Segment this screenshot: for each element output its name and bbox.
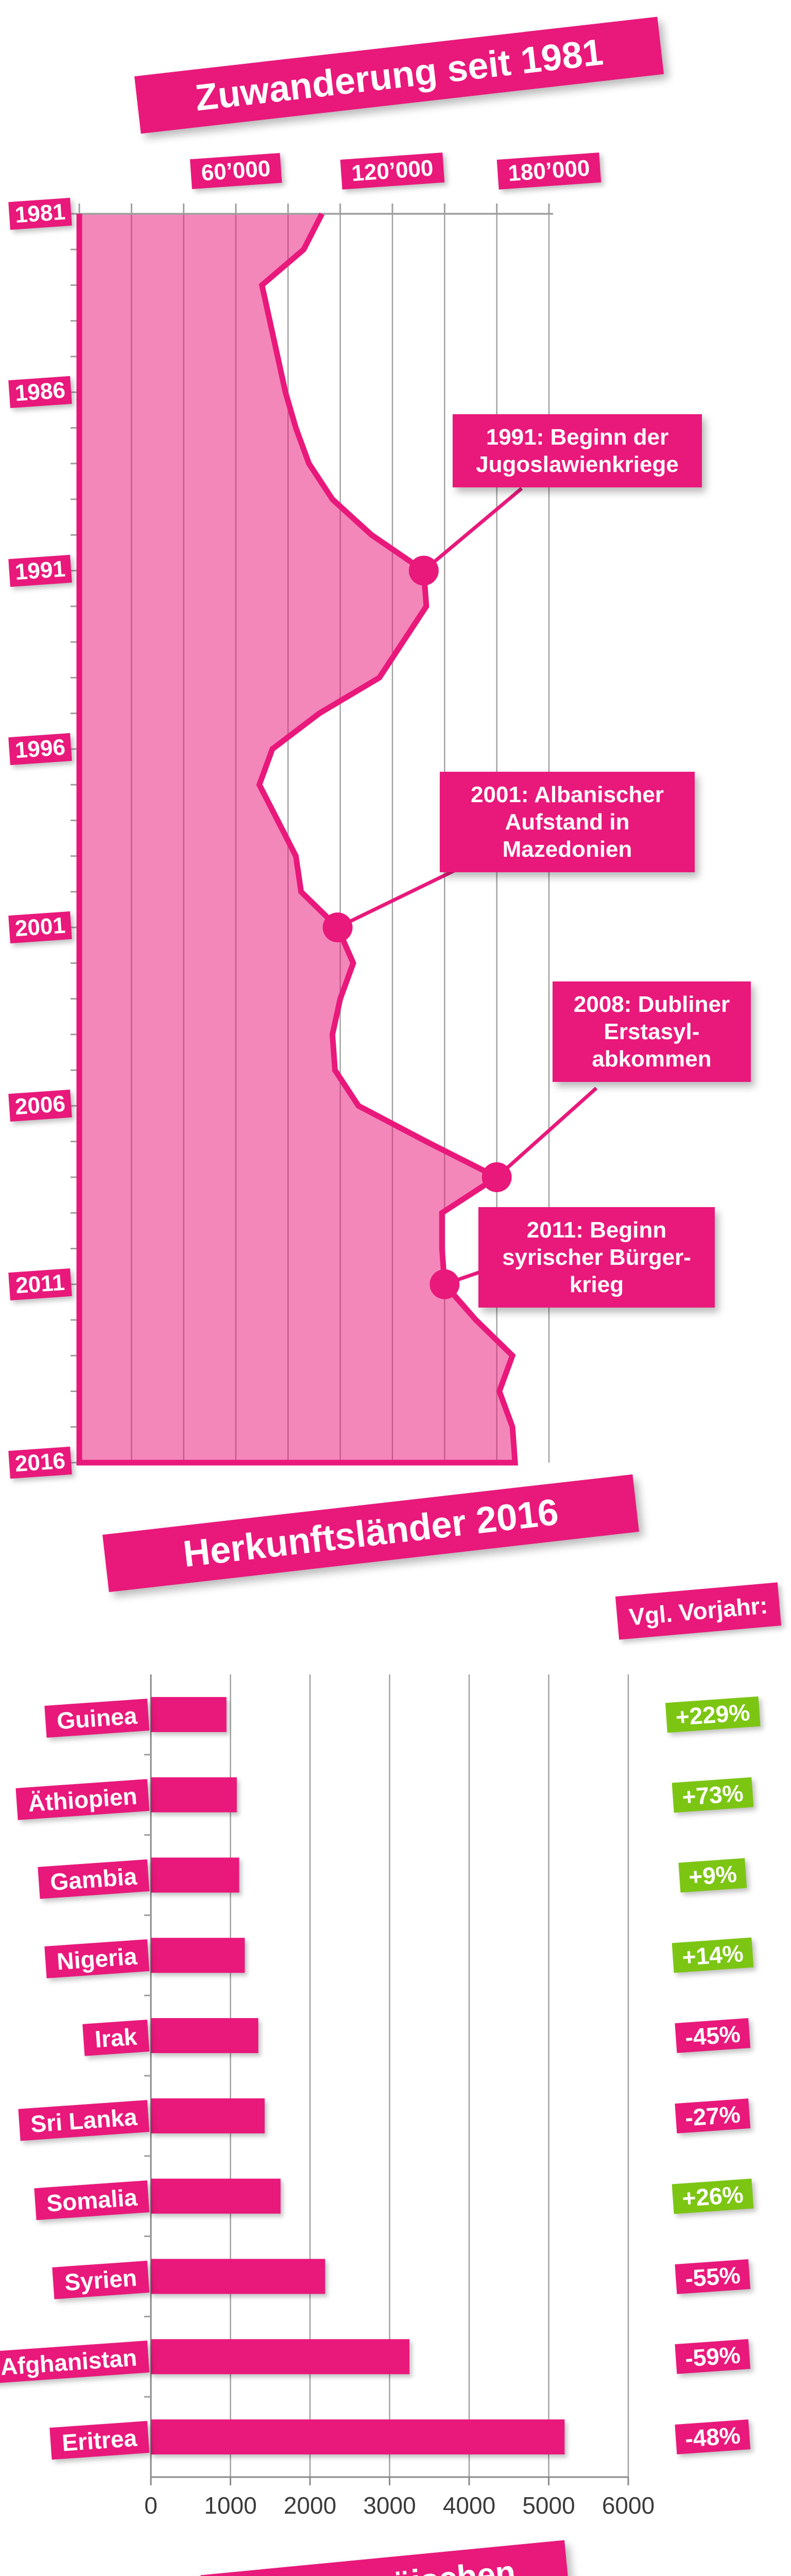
year-tick-badge: 2016 xyxy=(8,1446,72,1479)
change-badge: +26% xyxy=(672,2178,754,2214)
category-label-badge: Irak xyxy=(82,2020,150,2056)
x-axis-label: 2000 xyxy=(283,2492,337,2519)
annotation-dot xyxy=(429,1269,460,1299)
change-badge: +229% xyxy=(665,1696,761,1733)
annotation-text-line: abkommen xyxy=(592,1046,712,1072)
bar xyxy=(151,2178,281,2214)
annotation-box: 1991: Beginn der Jugoslawienkriege xyxy=(453,414,702,487)
bar xyxy=(151,2339,410,2375)
area-fill xyxy=(79,214,515,1463)
category-label-badge: Syrien xyxy=(52,2260,150,2299)
annotation-dot xyxy=(482,1162,512,1192)
annotation-leader xyxy=(495,1087,598,1179)
annotation-text-line: Aufstand in xyxy=(505,809,630,835)
change-badge: -27% xyxy=(675,2098,751,2133)
x-axis-label: 1000 xyxy=(204,2492,257,2519)
change-badge: +9% xyxy=(678,1858,747,1892)
year-tick-badge: 1991 xyxy=(8,554,72,587)
change-badge: -45% xyxy=(675,2018,751,2054)
annotation-text-line: Mazedonien xyxy=(502,837,632,862)
annotation-box: 2001: Albanischer Aufstand in Mazedonien xyxy=(440,772,695,872)
annotation-text-line: 2001: Albanischer xyxy=(471,782,664,807)
year-tick-badge: 1996 xyxy=(8,733,72,765)
annotation-text-line: 1991: Beginn der xyxy=(486,425,669,450)
bar xyxy=(151,1938,245,1973)
annotation-text-line: 2011: Beginn xyxy=(526,1217,667,1243)
bar xyxy=(151,2259,325,2294)
bar xyxy=(151,2419,565,2455)
trend-line xyxy=(76,212,519,1466)
change-badge: -55% xyxy=(675,2259,751,2294)
x-axis-label: 5000 xyxy=(522,2492,575,2519)
annotation-box: 2008: Dubliner Erstasyl-abkommen xyxy=(553,981,751,1082)
annotation-text-line: syrischer Bürger- xyxy=(502,1245,691,1270)
x-axis-label: 0 xyxy=(144,2492,158,2519)
annotation-text-line: 2008: Dubliner xyxy=(573,992,730,1017)
x-axis-label: 6000 xyxy=(601,2492,655,2519)
x-axis-label: 3000 xyxy=(363,2492,416,2519)
year-tick-badge: 2006 xyxy=(8,1090,72,1122)
year-tick-badge: 1981 xyxy=(8,197,72,230)
bar xyxy=(151,1857,239,1893)
x-axis-label: 4000 xyxy=(442,2492,496,2519)
bar xyxy=(151,2098,265,2133)
change-badge: -59% xyxy=(675,2339,751,2375)
annotation-leader xyxy=(337,868,456,929)
bar xyxy=(151,1777,237,1812)
annotation-dot xyxy=(322,912,353,943)
annotation-box: 2011: Beginn syrischer Bürger-krieg xyxy=(478,1207,715,1308)
annotation-text-line: krieg xyxy=(569,1272,624,1297)
change-badge: -48% xyxy=(675,2419,751,2455)
bar xyxy=(151,1697,227,1732)
annotation-dot xyxy=(408,555,439,586)
year-tick-badge: 2011 xyxy=(8,1268,72,1300)
value-tick-badge: 60’000 xyxy=(190,152,282,190)
legend-label: Vgl. Vorjahr: xyxy=(628,1591,769,1631)
annotation-leader xyxy=(422,487,523,572)
annotation-text-line: Erstasyl- xyxy=(604,1019,700,1044)
bar xyxy=(151,2018,259,2054)
year-tick-badge: 1986 xyxy=(8,376,72,409)
change-badge: +14% xyxy=(672,1937,754,1973)
annotation-text-line: Jugoslawienkriege xyxy=(476,452,679,477)
year-tick-badge: 2001 xyxy=(8,911,72,944)
change-badge: +73% xyxy=(672,1777,754,1813)
